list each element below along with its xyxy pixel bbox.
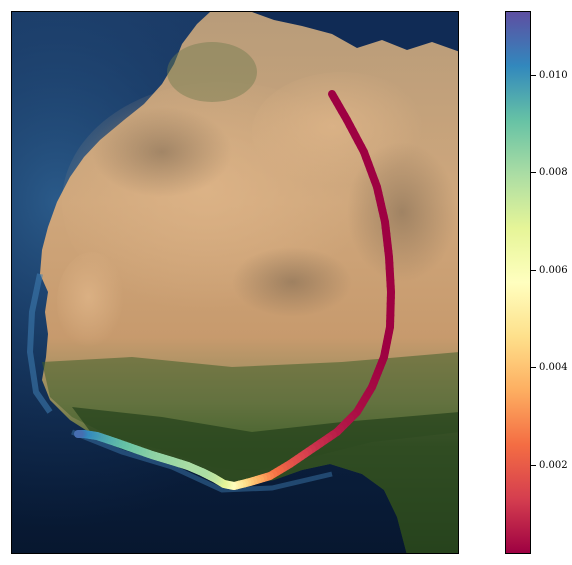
colorbar-tick-label: 0.006 xyxy=(539,264,568,276)
colorbar-tick-mark xyxy=(531,74,536,76)
colorbar-tick-label: 0.010 xyxy=(539,69,568,81)
coastal-shelf xyxy=(26,273,53,414)
colorbar-tick: 0.002 xyxy=(531,459,568,471)
colorbar-tick: 0.008 xyxy=(531,167,568,179)
colorbar-tick-label: 0.008 xyxy=(539,167,568,179)
coastal-desert-patch xyxy=(57,252,127,352)
rocky-plateau-patch xyxy=(347,142,457,282)
atlas-mountains-patch xyxy=(167,42,257,102)
trajectory-track xyxy=(74,90,395,490)
rocky-plateau-patch xyxy=(92,107,232,197)
colorbar-tick: 0.004 xyxy=(531,362,568,374)
mediterranean-sea xyxy=(252,12,458,52)
colorbar xyxy=(505,11,531,554)
colorbar-tick-mark xyxy=(531,367,536,369)
colorbar-tick: 0.010 xyxy=(531,69,568,81)
map-panel xyxy=(11,11,459,554)
colorbar-tick-label: 0.004 xyxy=(539,362,568,374)
colorbar-tick-mark xyxy=(531,269,536,271)
rocky-plateau-patch xyxy=(232,247,352,317)
colorbar-tick-mark xyxy=(531,464,536,466)
colorbar-gradient xyxy=(506,12,530,553)
satellite-basemap xyxy=(12,12,458,553)
colorbar-ticks: 0.010 0.008 0.006 0.004 0.002 xyxy=(531,11,572,554)
colorbar-tick-mark xyxy=(531,172,536,174)
colorbar-tick: 0.006 xyxy=(531,264,568,276)
colorbar-tick-label: 0.002 xyxy=(539,459,568,471)
coastal-shelf xyxy=(71,429,333,493)
